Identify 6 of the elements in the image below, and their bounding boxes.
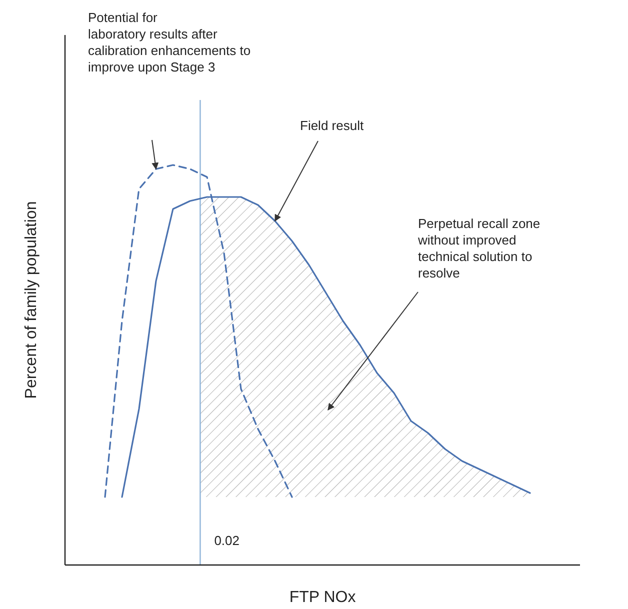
text: Potential for laboratory results after calibration enhancements to improve upon Stage 3 — [88, 10, 251, 74]
annotation: Perpetual recall zone without improved technical solution to resolve — [417, 216, 540, 280]
x-axis-title: FTP NOx — [289, 589, 356, 606]
annotation: 0.02 — [214, 533, 240, 548]
y-axis-title: Percent of family population — [23, 201, 40, 399]
text: Field result — [300, 118, 364, 133]
